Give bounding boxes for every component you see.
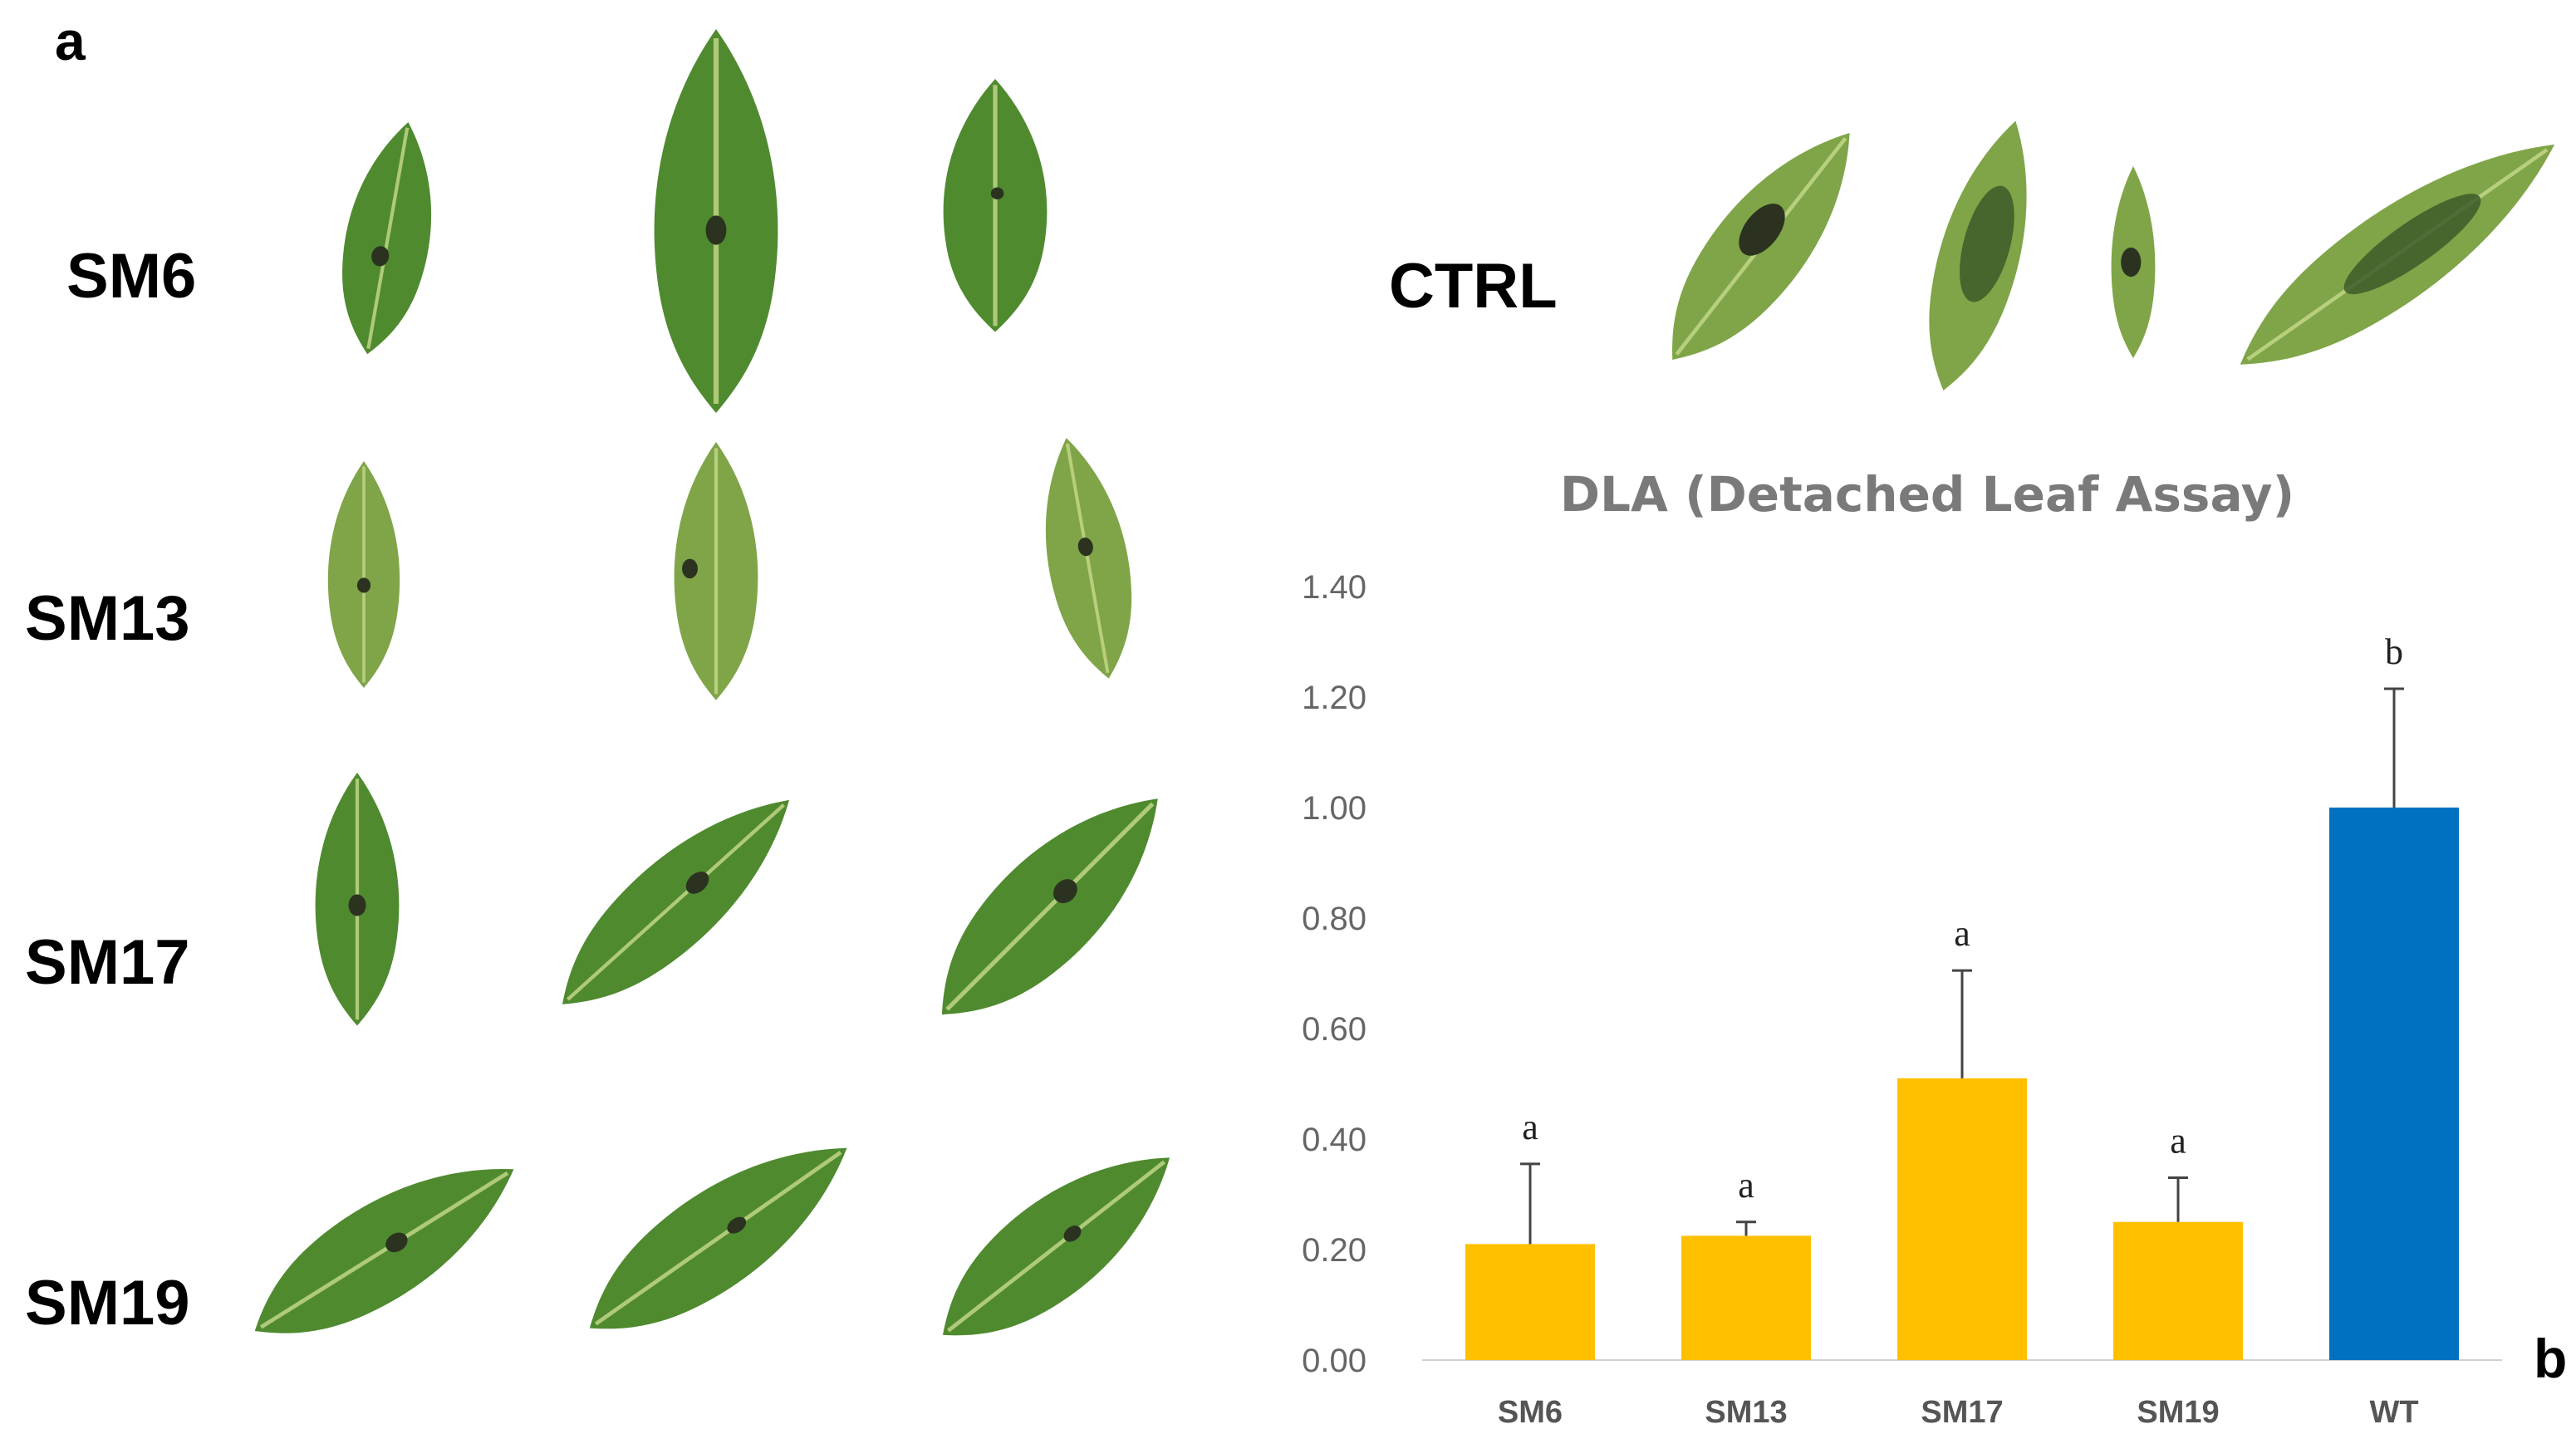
y-tick-label: 0.40: [1302, 1122, 1367, 1158]
x-axis-ticks: SM6 SM13 SM17 SM19 WT: [1498, 1395, 2419, 1430]
bar-sm17: [1897, 1078, 2027, 1360]
leaf-image-sm17-3: [905, 762, 1195, 1052]
x-tick-label-sm17: SM17: [1921, 1395, 2003, 1430]
panel-label-a: a: [55, 10, 86, 71]
x-tick-label-sm13: SM13: [1705, 1395, 1787, 1430]
leaf-image-sm13-1: [327, 461, 400, 688]
leaf-image-sm19-3: [913, 1120, 1200, 1373]
bars: a a a a b: [1465, 631, 2459, 1360]
significance-label-sm17: a: [1954, 913, 1970, 954]
y-tick-label: 1.00: [1302, 790, 1367, 827]
leaf-image-ctrl-1: [1636, 104, 1887, 389]
leaf-image-sm19-2: [562, 1108, 875, 1368]
x-tick-label-sm6: SM6: [1498, 1395, 1563, 1430]
chart-title: DLA (Detached Leaf Assay): [1560, 466, 2294, 523]
bar-chart: DLA (Detached Leaf Assay) 0.000.200.400.…: [1302, 466, 2502, 1430]
leaf-image-sm19-1: [229, 1128, 539, 1372]
ctrl-label: CTRL: [1389, 251, 1558, 322]
leaf-image-ctrl-4: [2214, 106, 2576, 403]
row-label-sm6: SM6: [66, 241, 196, 312]
leaf-image-ctrl-3: [2111, 166, 2156, 358]
x-tick-label-wt: WT: [2369, 1395, 2418, 1430]
significance-label-wt: b: [2385, 631, 2403, 672]
significance-label-sm13: a: [1738, 1165, 1754, 1206]
leaf-image-sm17-1: [315, 773, 400, 1026]
y-axis-ticks: 0.00 0.20 0.40 0.60 0.80 1.00 1.20 1.40: [1302, 569, 1367, 1379]
row-label-sm19: SM19: [25, 1268, 190, 1338]
y-tick-label: 1.20: [1302, 680, 1367, 716]
y-tick-label: 0.60: [1302, 1011, 1367, 1048]
bar-sm6: [1465, 1244, 1595, 1360]
x-tick-label-sm19: SM19: [2137, 1395, 2219, 1430]
bar-wt: [2329, 808, 2459, 1360]
significance-label-sm6: a: [1522, 1107, 1538, 1147]
leaf-image-sm6-1: [326, 115, 450, 361]
leaf-image-ctrl-2: [1905, 111, 2054, 401]
panel-label-b: b: [2534, 1328, 2567, 1389]
leaf-image-sm17-2: [532, 767, 819, 1038]
y-tick-label: 0.20: [1302, 1232, 1367, 1269]
leaf-image-sm6-2: [654, 28, 778, 413]
leaf-image-sm13-3: [1027, 430, 1149, 685]
y-tick-label: 0.80: [1302, 901, 1367, 937]
bar-sm19: [2113, 1221, 2243, 1360]
row-label-sm17: SM17: [25, 927, 190, 998]
y-tick-label: 0.00: [1302, 1343, 1367, 1379]
row-label-sm13: SM13: [25, 583, 190, 654]
y-tick-label: 1.40: [1302, 569, 1367, 606]
leaf-image-sm6-3: [943, 78, 1048, 332]
significance-label-sm19: a: [2170, 1121, 2186, 1162]
bar-sm13: [1681, 1235, 1811, 1360]
leaf-image-sm13-2: [674, 442, 758, 700]
